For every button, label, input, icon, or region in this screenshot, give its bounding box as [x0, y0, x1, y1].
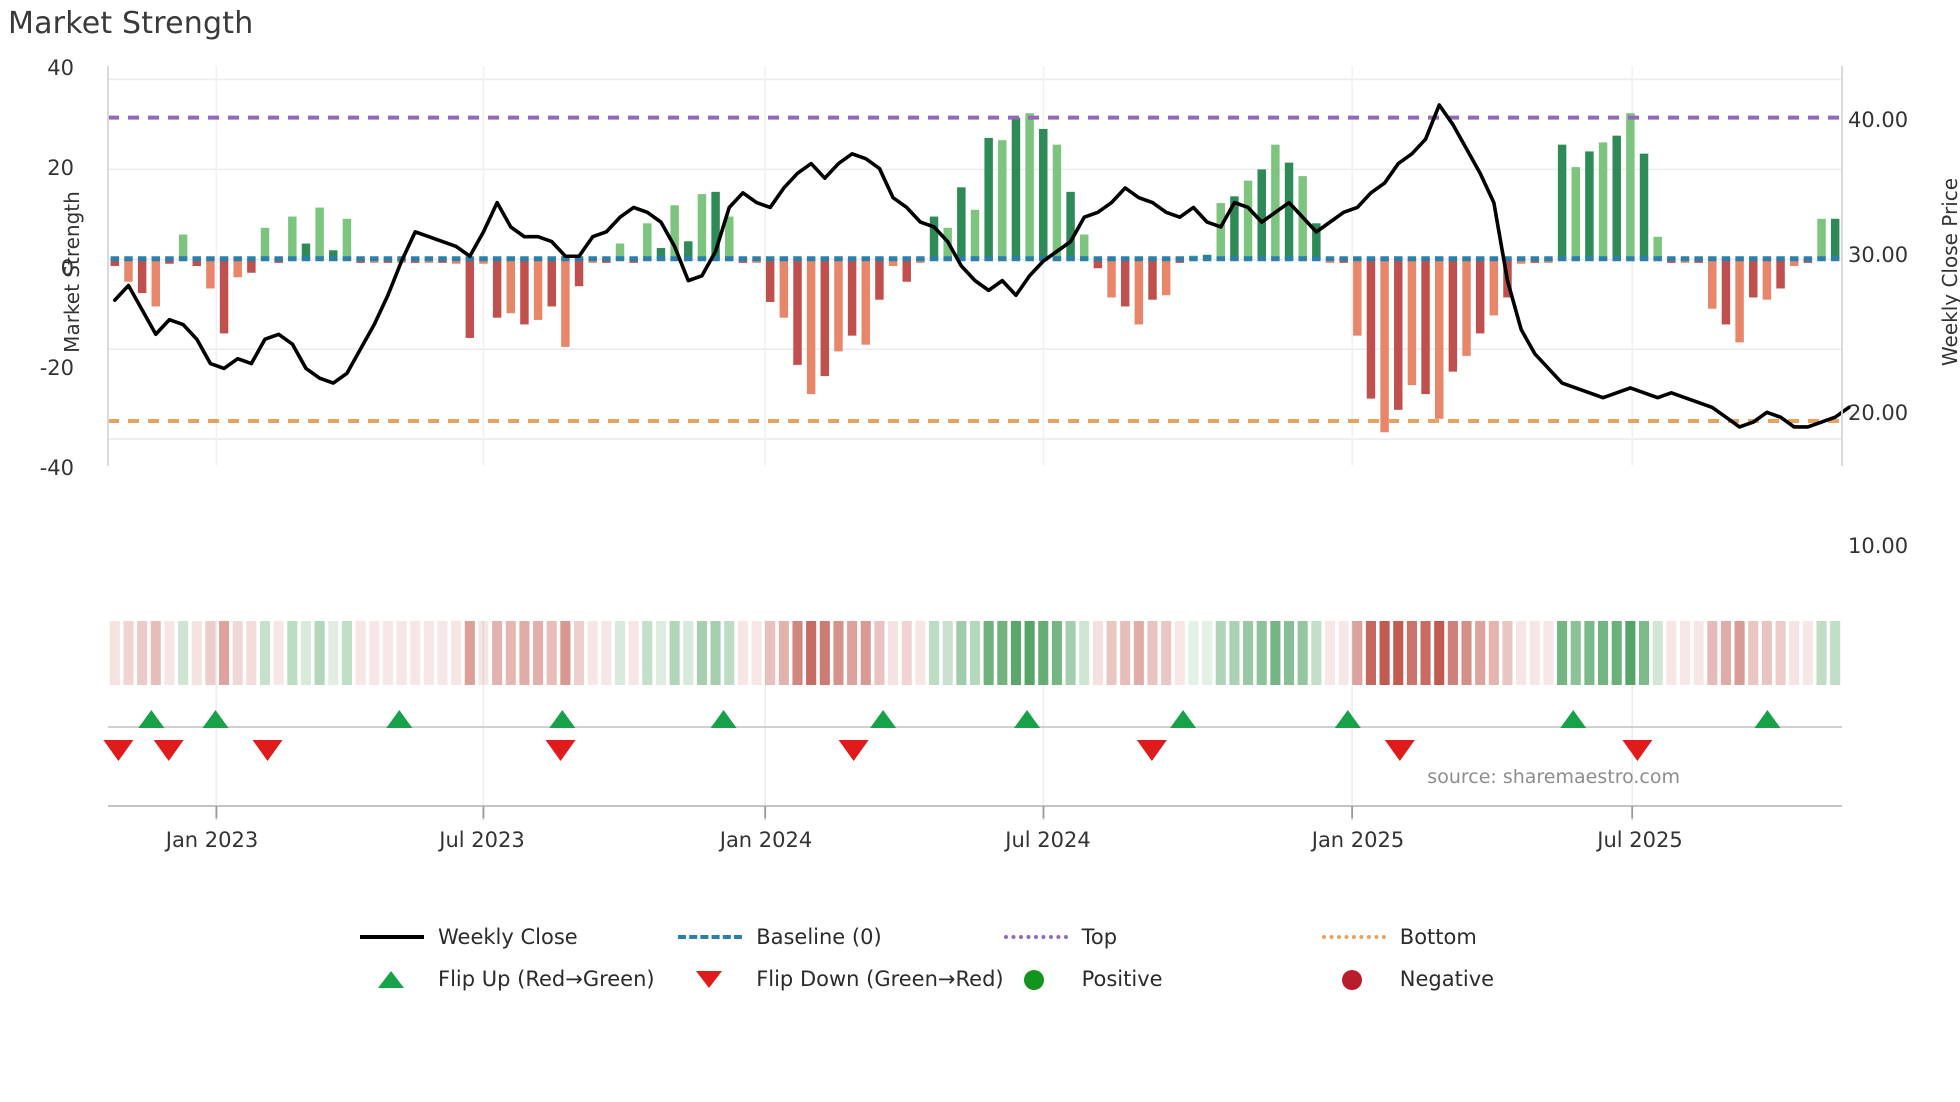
baseline-dashed-line-icon [678, 926, 743, 948]
y-tick-left-2: 0 [60, 256, 74, 280]
positive-dot-icon [1004, 968, 1068, 990]
triangle-down-icon [678, 968, 742, 990]
y-tick-right-0: 40.00 [1848, 108, 1909, 132]
heatmap-strip [109, 621, 1841, 685]
legend-label: Weekly Close [438, 925, 578, 949]
legend-label: Top [1081, 925, 1118, 949]
flip-markers-layer [103, 710, 1842, 807]
y-tick-right-1: 30.00 [1848, 243, 1909, 267]
y-tick-right-3: 10.00 [1848, 534, 1909, 558]
legend-label: Negative [1399, 967, 1495, 991]
y-tick-left-3: -20 [39, 356, 74, 380]
source-caption: source: sharemaestro.com [1427, 766, 1680, 788]
bars-layer [110, 113, 1840, 433]
triangle-up-icon [360, 968, 424, 990]
weekly-close-line-icon [360, 926, 424, 948]
y-tick-left-0: 40 [47, 56, 74, 80]
bottom-dotted-line-icon [1321, 926, 1386, 948]
x-tick-0: Jan 2023 [165, 828, 259, 852]
top-dotted-line-icon [1003, 926, 1068, 948]
legend-item-flip-down[interactable]: Flip Down (Green→Red) [678, 967, 1004, 991]
page-title: Market Strength [8, 6, 254, 41]
legend-item-weekly-close[interactable]: Weekly Close [360, 925, 678, 949]
legend-item-flip-up[interactable]: Flip Up (Red→Green) [360, 967, 678, 991]
legend-label: Baseline (0) [756, 925, 882, 949]
legend-label: Positive [1081, 967, 1163, 991]
legend-label: Bottom [1399, 925, 1477, 949]
y-tick-right-2: 20.00 [1848, 401, 1909, 425]
x-tick-4: Jan 2025 [1311, 828, 1405, 852]
x-tick-5: Jul 2025 [1597, 828, 1683, 852]
legend-item-negative[interactable]: Negative [1322, 967, 1640, 991]
chart-legend: Weekly Close Baseline (0) Top Bottom Fli… [360, 925, 1640, 991]
y-tick-left-4: -40 [39, 456, 74, 480]
legend-item-top[interactable]: Top [1003, 925, 1322, 949]
price-line-layer [113, 103, 1851, 429]
legend-label: Flip Down (Green→Red) [756, 967, 1004, 991]
axes-frame [107, 66, 1843, 818]
legend-item-bottom[interactable]: Bottom [1321, 925, 1640, 949]
x-tick-1: Jul 2023 [439, 828, 525, 852]
legend-item-baseline[interactable]: Baseline (0) [678, 925, 1003, 949]
x-tick-3: Jul 2024 [1005, 828, 1091, 852]
legend-item-positive[interactable]: Positive [1004, 967, 1322, 991]
y-tick-left-1: 20 [47, 156, 74, 180]
reference-lines-layer [108, 115, 1842, 424]
gridlines [108, 66, 1842, 820]
negative-dot-icon [1322, 968, 1386, 990]
x-tick-2: Jan 2024 [719, 828, 813, 852]
legend-label: Flip Up (Red→Green) [438, 967, 655, 991]
